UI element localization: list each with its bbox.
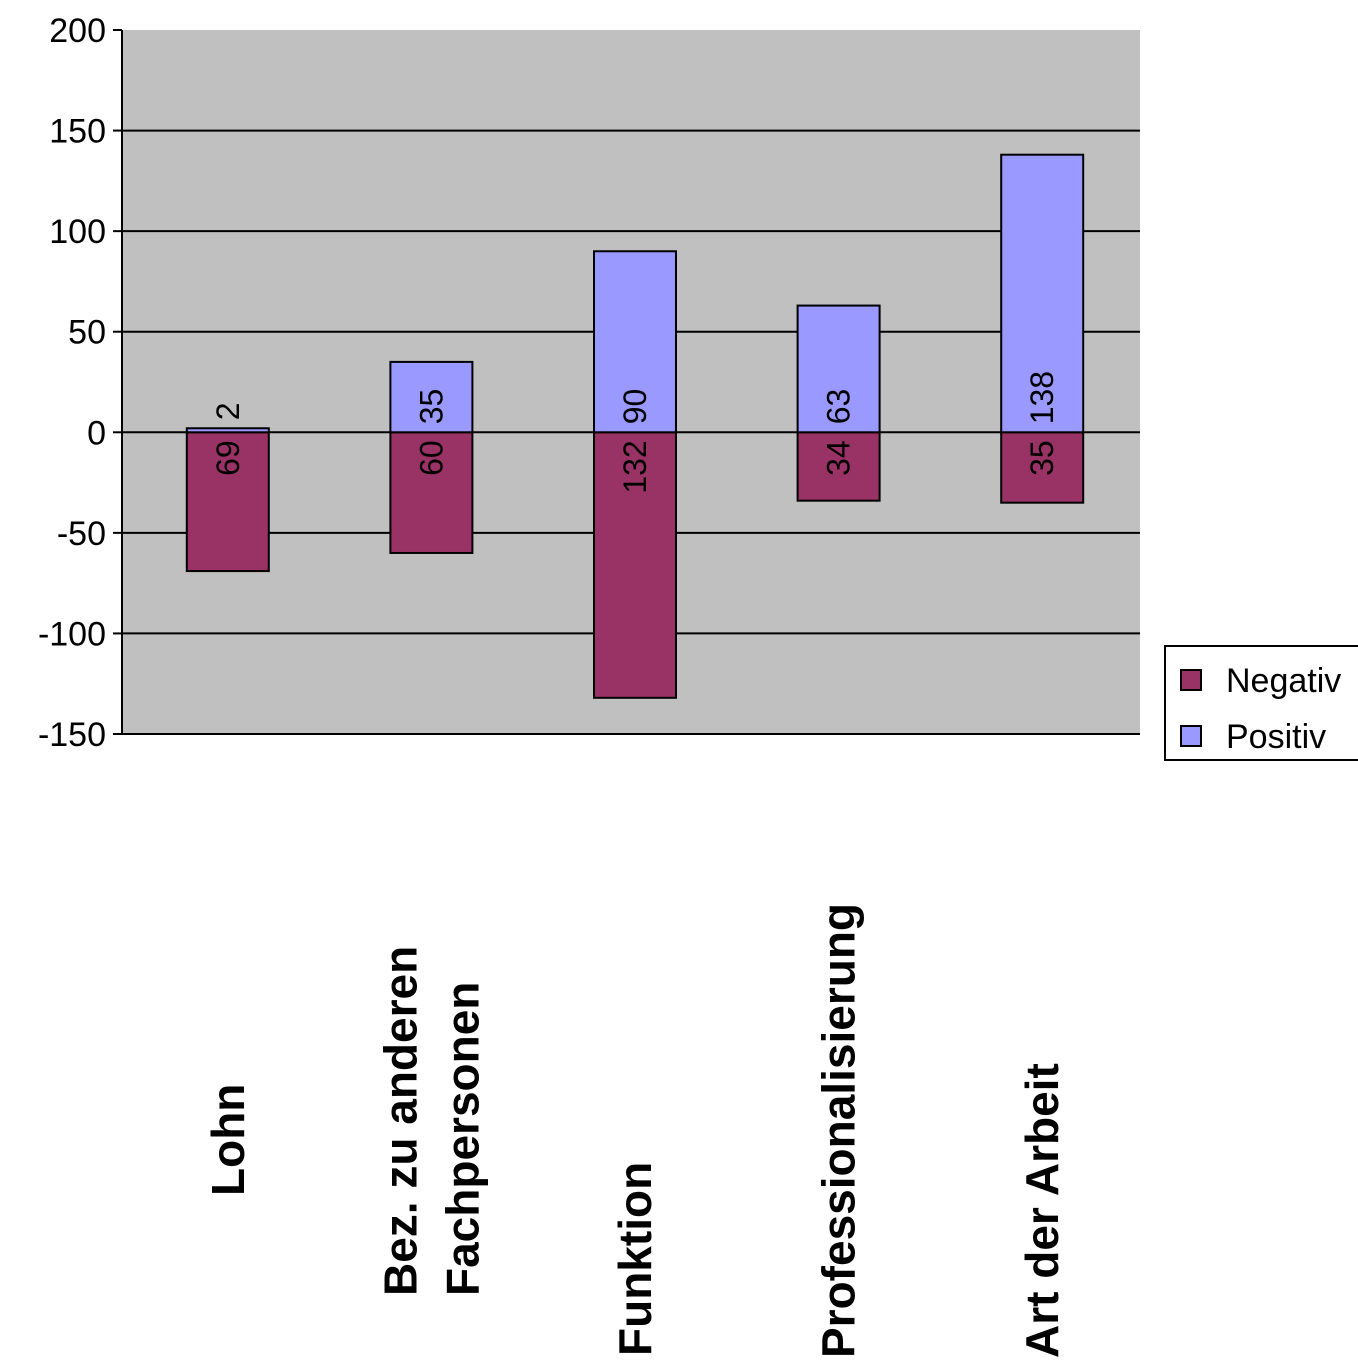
- category-label: Art der Arbeit: [1016, 1063, 1068, 1358]
- legend-swatch-negativ: [1180, 669, 1202, 691]
- y-tick-label: 200: [49, 12, 106, 50]
- data-label-positiv: 35: [413, 389, 449, 425]
- category-label: Professionalisierung: [813, 903, 865, 1358]
- bars: 69 2 60 35 132 90 34 63 35 138: [185, 153, 1085, 699]
- y-tick-label: -100: [38, 615, 106, 653]
- y-tick-label: 100: [49, 213, 106, 251]
- y-tick-label: -150: [38, 716, 106, 754]
- y-tick-label: -50: [57, 515, 106, 553]
- category-label: Bez. zu anderen: [374, 946, 426, 1296]
- bar-negativ: [593, 431, 677, 699]
- legend-swatch-positiv: [1180, 725, 1202, 747]
- y-tick-label: 0: [87, 414, 106, 452]
- legend-label-negativ: Negativ: [1226, 662, 1341, 700]
- bar-positiv: [593, 250, 677, 434]
- legend: Negativ Positiv: [1164, 645, 1358, 761]
- data-label-positiv: 63: [821, 389, 857, 425]
- bar-positiv: [796, 304, 881, 434]
- data-label-negativ: 35: [1024, 440, 1060, 476]
- category-labels: Lohn Bez. zu anderen Fachpersonen Funktion P…: [202, 903, 1068, 1358]
- data-label-negativ: 132: [617, 440, 653, 493]
- bar-negativ: [796, 431, 881, 502]
- y-tick-label: 150: [49, 113, 106, 151]
- bar-positiv: [389, 360, 474, 434]
- legend-label-positiv: Positiv: [1226, 718, 1326, 756]
- bar-positiv: [185, 427, 270, 434]
- bar-negativ: [1000, 431, 1085, 504]
- category-label: Funktion: [609, 1162, 661, 1356]
- category-label: Fachpersonen: [436, 982, 488, 1296]
- y-tick-label: 50: [68, 314, 106, 352]
- data-label-negativ: 69: [210, 440, 246, 476]
- y-axis-ticks: 200 150 100 50 0 -50 -100 -150: [38, 12, 122, 754]
- data-label-negativ: 34: [821, 440, 857, 476]
- category-label: Lohn: [202, 1084, 254, 1196]
- data-label-positiv: 90: [617, 389, 653, 425]
- data-label-positiv: 138: [1024, 371, 1060, 424]
- bar-positiv: [1000, 153, 1085, 434]
- data-label-negativ: 60: [413, 440, 449, 476]
- data-label-positiv: 2: [210, 402, 246, 420]
